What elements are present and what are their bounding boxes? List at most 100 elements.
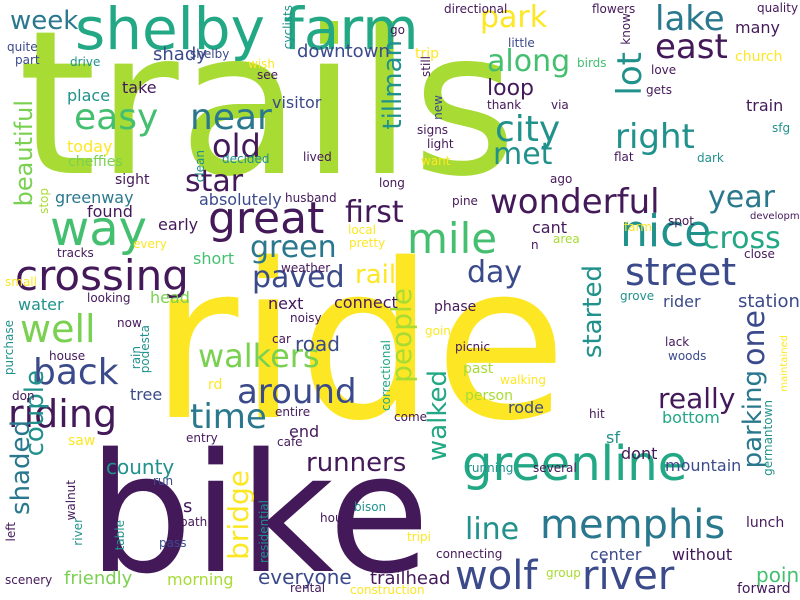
word-early: early: [158, 215, 199, 234]
word-rain: rain: [129, 346, 143, 370]
word-sf: sf: [606, 428, 620, 447]
word-green: green: [250, 230, 337, 265]
word-cyclists: cyclists: [281, 5, 295, 50]
word-directional: directional: [444, 2, 508, 16]
word-end: end: [289, 422, 320, 441]
word-forward: forward: [737, 581, 791, 597]
word-light: light: [427, 137, 454, 151]
word-walking: walking: [500, 373, 547, 387]
word-walkers: walkers: [198, 337, 320, 375]
word-greenway: greenway: [55, 188, 134, 207]
word-met: met: [493, 137, 553, 172]
word-left: left: [4, 522, 18, 542]
word-part: part: [15, 53, 40, 67]
word-noisy: noisy: [290, 311, 322, 325]
word-n: n: [531, 238, 539, 252]
word-morning: morning: [167, 570, 234, 589]
word-long: long: [379, 176, 405, 190]
word-trip: trip: [415, 46, 440, 62]
word-woods: woods: [668, 349, 707, 363]
word-take: take: [122, 78, 157, 97]
word-sight: sight: [115, 172, 150, 188]
word-cheffies: cheffies: [68, 154, 123, 170]
word-car: car: [272, 332, 291, 346]
word-phase: phase: [434, 299, 477, 315]
word-past: past: [463, 361, 494, 377]
word-lake: lake: [655, 0, 725, 39]
word-head: head: [150, 288, 190, 307]
word-drive: drive: [70, 55, 101, 69]
word-rental: rental: [290, 581, 326, 595]
word-want: want: [421, 154, 451, 168]
word-found: found: [87, 202, 133, 221]
word-pass: pass: [159, 536, 187, 550]
word-greenline: greenline: [462, 436, 688, 492]
word-shaded: shaded: [6, 420, 36, 515]
word-trails: trails: [18, 0, 517, 221]
word-quite: quite: [7, 40, 38, 54]
word-looking: looking: [87, 291, 131, 305]
word-ago: ago: [550, 172, 573, 186]
word-near: near: [190, 97, 272, 138]
word-local: local: [348, 223, 376, 237]
word-trailhead: trailhead: [370, 568, 451, 589]
word-connect: connect: [334, 293, 398, 312]
word-line: line: [465, 512, 520, 547]
word-crossing: crossing: [15, 251, 189, 300]
word-friendly: friendly: [64, 568, 133, 589]
word-rode: rode: [508, 398, 545, 417]
word-east: east: [655, 27, 728, 67]
word-group: group: [546, 566, 581, 580]
word-hours: hours: [320, 511, 354, 525]
word-short: short: [193, 249, 235, 268]
word-entire: entire: [275, 405, 311, 419]
word-farm: farm: [624, 220, 652, 234]
word-next: next: [268, 294, 304, 313]
word-road: road: [295, 332, 340, 356]
word-cafe: cafe: [277, 435, 303, 449]
word-know: know: [619, 13, 633, 45]
word-wonderful: wonderful: [490, 182, 660, 222]
word-small: small: [5, 275, 37, 289]
word-time: time: [190, 397, 267, 437]
word-dont: dont: [621, 444, 658, 463]
word-still: still: [419, 56, 433, 77]
word-love: love: [651, 63, 677, 77]
word-pretty: pretty: [349, 236, 386, 250]
word-walnut: walnut: [64, 480, 78, 521]
word-close: close: [744, 247, 775, 261]
word-come: come: [394, 410, 428, 424]
word-bottom: bottom: [662, 408, 720, 427]
word-day: day: [467, 255, 523, 290]
word-new: new: [431, 95, 445, 120]
word-center: center: [590, 545, 642, 564]
word-well: well: [20, 307, 96, 351]
word-paved: paved: [252, 260, 345, 295]
word-bridge: bridge: [222, 470, 255, 560]
word-today: today: [67, 137, 113, 156]
word-many: many: [735, 18, 780, 37]
word-church: church: [735, 49, 783, 65]
word-residential: residential: [257, 500, 271, 563]
word-tree: tree: [130, 385, 163, 404]
word-decided: decided: [222, 152, 270, 166]
word-table: table: [113, 520, 127, 551]
word-without: without: [672, 545, 733, 564]
word-construction: construction: [350, 583, 425, 597]
word-back: back: [33, 352, 119, 393]
word-started: started: [578, 265, 608, 359]
word-several: several: [533, 461, 577, 475]
word-shelby-farm: shelby farm: [75, 0, 419, 63]
word-stop: stop: [37, 188, 51, 214]
word-easy: easy: [74, 97, 159, 138]
word-scenery: scenery: [5, 573, 53, 587]
word-riding: riding: [8, 392, 118, 436]
word-via: via: [551, 98, 569, 112]
word-picnic: picnic: [455, 340, 491, 354]
word-right: right: [615, 117, 695, 157]
word-tracks: tracks: [57, 246, 94, 260]
word-old: old: [212, 127, 261, 165]
word-station: station: [738, 291, 800, 312]
word-flat: flat: [614, 150, 634, 164]
word-river: river: [582, 553, 675, 599]
